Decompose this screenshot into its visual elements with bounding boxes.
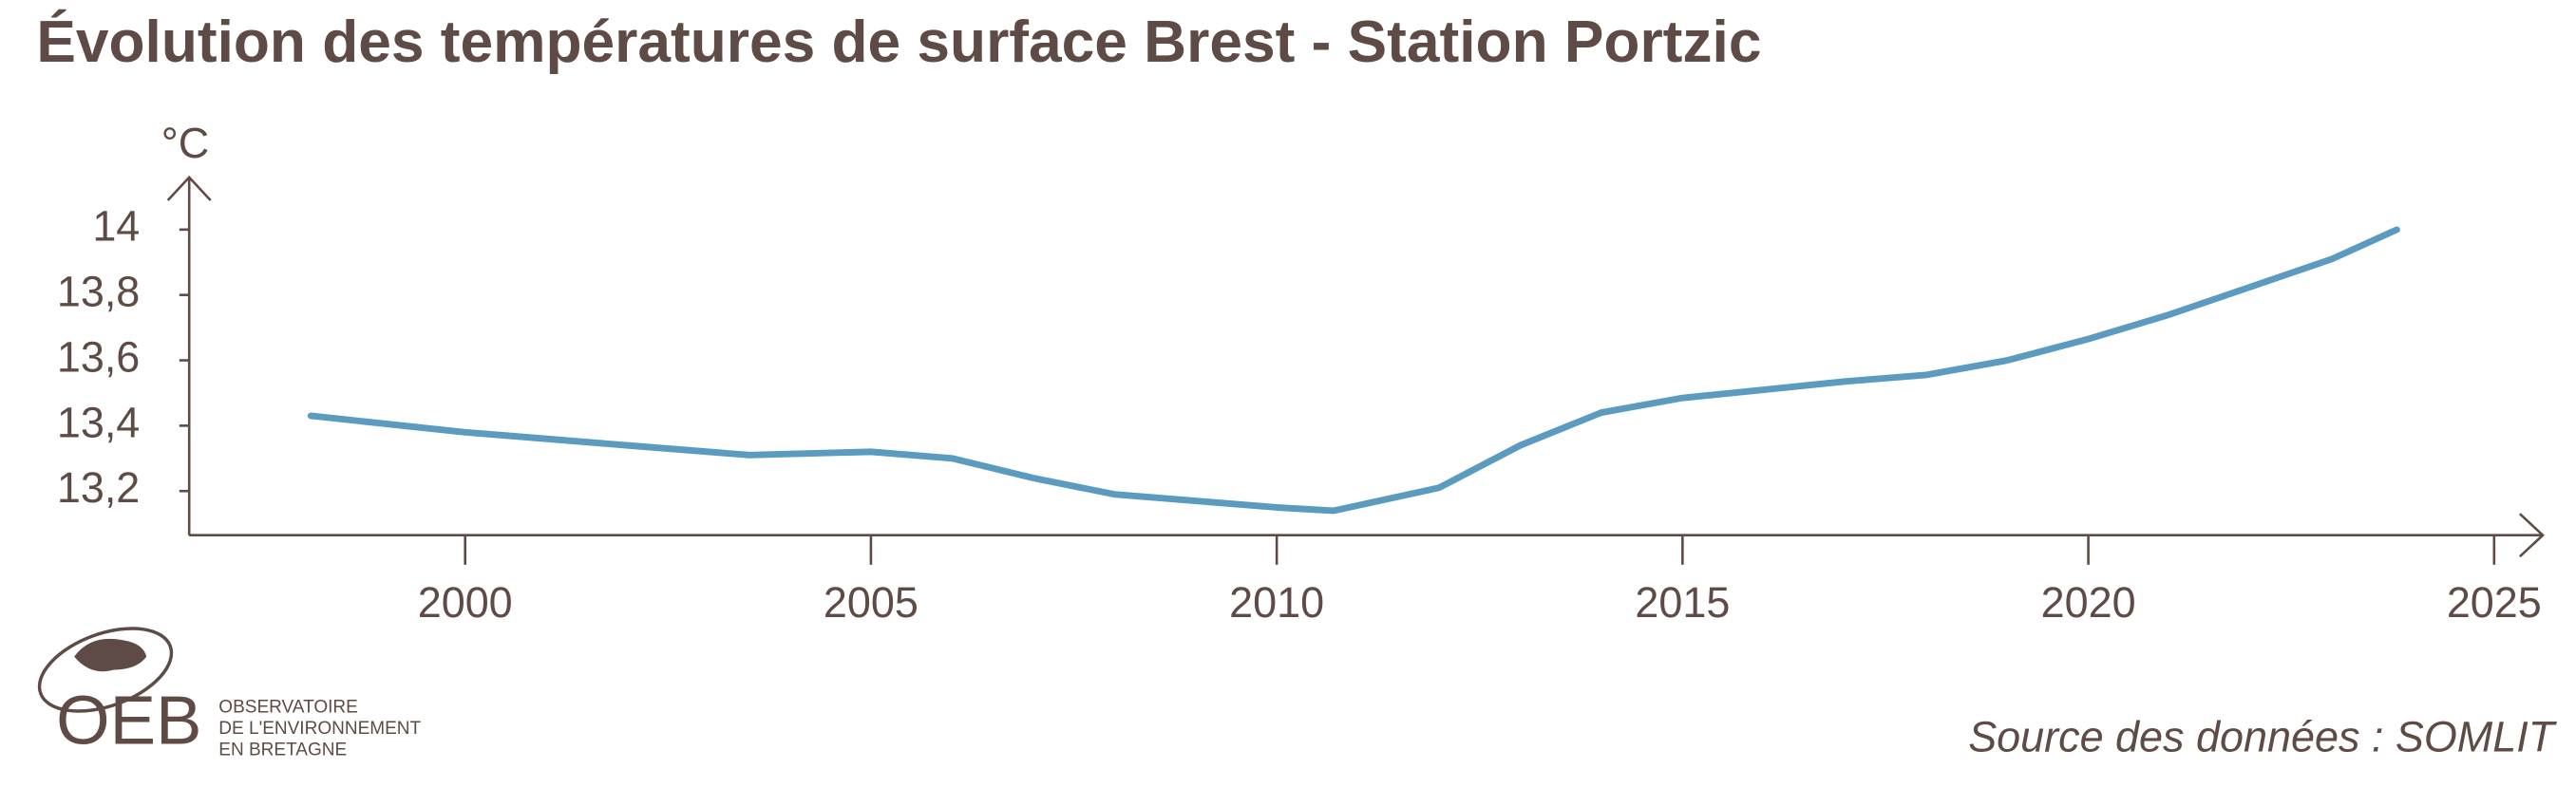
x-tick-label: 2025 (2447, 578, 2542, 627)
x-tick-label: 2005 (824, 578, 919, 627)
x-tick-label: 2020 (2041, 578, 2136, 627)
chart-title: Évolution des températures de surface Br… (36, 9, 1761, 75)
x-tick-label: 2010 (1229, 578, 1324, 627)
logo: OEB OBSERVATOIRE DE L'ENVIRONNEMENT EN B… (37, 627, 422, 760)
line-series (307, 226, 2400, 515)
source: Source des données : SOMLIT (1968, 713, 2558, 761)
logo-line: EN BRETAGNE (218, 740, 347, 760)
x-tick-label: 2000 (418, 578, 513, 627)
logo-ring (37, 627, 174, 713)
y-tick-label: 13,2 (57, 463, 140, 512)
y-unit: °C (161, 119, 209, 167)
logo-acronym: OEB (56, 682, 201, 759)
x-tick-label: 2015 (1635, 578, 1730, 627)
logo-line: DE L'ENVIRONNEMENT (218, 719, 421, 739)
axes (166, 175, 2545, 558)
y-tick-label: 14 (92, 202, 140, 251)
logo-line: OBSERVATOIRE (218, 697, 358, 717)
logo-map (74, 638, 147, 672)
y-tick-label: 13,8 (57, 268, 140, 316)
y-tick-label: 13,6 (57, 332, 140, 381)
y-tick-label: 13,4 (57, 398, 140, 446)
